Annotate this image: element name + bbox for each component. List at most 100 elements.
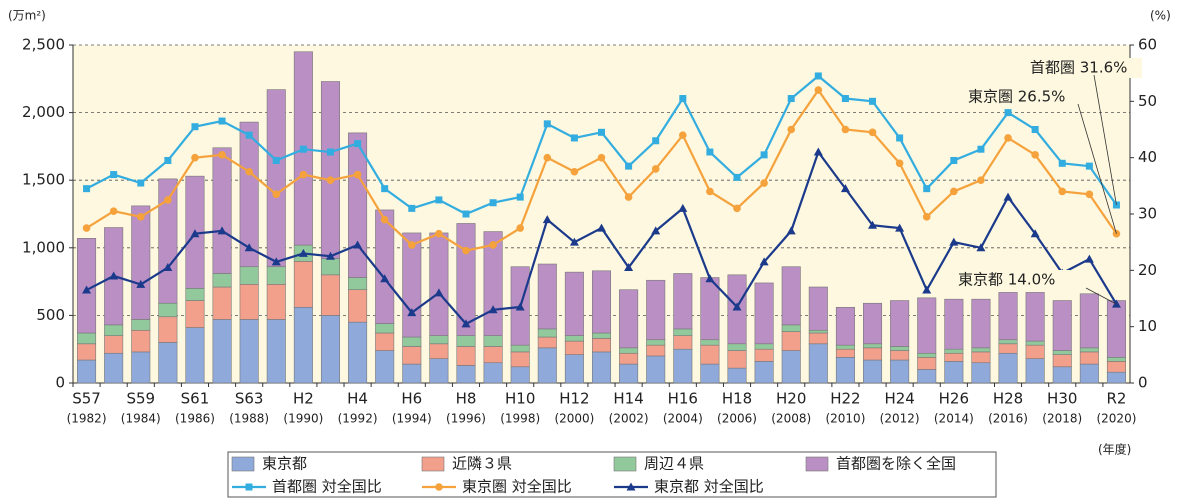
marker [1003,192,1013,201]
x-tick-year: (2002) [609,412,649,426]
marker [841,95,849,103]
x-tick-label: H8 [456,390,477,408]
bar-segment [402,232,422,338]
x-tick-label: H30 [1047,390,1077,408]
legend-swatch [231,456,255,472]
marker [760,151,768,159]
marker [271,257,281,266]
bar-segment [483,362,503,384]
bar-segment [239,266,259,285]
bar-segment [185,288,205,301]
bar-segment [917,357,937,370]
x-tick-label: H26 [939,390,969,408]
bar-segment [158,342,178,384]
legend-swatch [421,456,445,472]
marker [651,165,660,173]
bar-segment [754,282,774,345]
bar-segment [158,302,178,318]
marker [760,179,768,187]
marker [83,185,91,193]
bar-segment [77,343,97,361]
marker [679,95,687,103]
annotation-bg [954,270,1070,290]
marker [624,193,633,201]
marker [137,179,145,187]
bar-segment [212,286,232,320]
marker [786,226,796,235]
annotation-bg [1026,58,1142,78]
bar-segment [781,324,801,332]
bar-segment [1079,363,1099,384]
bar-segment [808,286,828,331]
marker [516,224,524,232]
bar-segment [510,344,530,353]
marker [218,151,226,159]
x-tick-label: S59 [126,390,155,408]
bar-segment [944,361,964,384]
marker [136,279,146,288]
bar-segment [1106,300,1126,358]
annotation-bg [964,87,1080,107]
marker [245,167,253,176]
bar-segment [564,335,584,342]
marker [109,271,119,280]
x-tick-label: H12 [559,390,589,408]
bar-segment [808,329,828,334]
legend-label: 近隣３県 [452,455,512,473]
bar-segment [158,316,178,343]
bar-segment [131,205,151,320]
bar-segment [890,350,910,361]
marker [787,95,795,103]
bar-segment [212,273,232,288]
bar-segment [537,347,557,384]
marker [1031,126,1039,133]
marker [244,243,254,252]
bar-segment [537,336,557,349]
bar-segment [998,292,1018,341]
bar-segment [77,359,97,384]
marker [1030,229,1040,238]
y-tick-label: 1,000 [22,238,65,256]
marker [977,176,985,184]
bar-segment [863,359,883,384]
bar-segment [619,289,639,349]
bar-segment [510,366,530,384]
legend-box [227,451,997,498]
bar-segment [456,223,476,336]
y2-tick-label: 40 [1138,148,1157,166]
bar-segment [917,369,937,384]
bar-segment [727,367,747,384]
bar-segment [1079,347,1099,353]
bar-segment [835,348,855,358]
bar-segment [998,352,1018,384]
x-tick-label: H2 [293,390,314,408]
leader-line [1093,74,1117,206]
bar-segment [754,348,774,362]
bar-segment [591,270,612,334]
bar-segment [917,352,937,358]
bar-segment [456,365,476,384]
bar-segment [266,284,286,320]
marker [759,257,769,266]
x-tick-year: (1984) [121,412,161,426]
bar-segment [1025,292,1045,342]
x-tick-label: H16 [668,390,698,408]
bar-segment [104,352,124,384]
bar-segment [348,289,368,323]
leader-line [1085,287,1117,305]
annotation: 東京都 14.0% [958,271,1055,289]
bar-segment [673,335,693,350]
bar-segment [320,81,340,259]
x-tick-label: H24 [884,390,914,408]
bar-segment [646,344,666,357]
annotation: 首都圏 31.6% [1030,59,1127,77]
x-tick-label: S63 [235,390,264,408]
marker [110,171,118,179]
bar-segment [212,319,232,384]
marker [462,210,470,218]
bar-segment [429,358,449,384]
x-tick-year: (1994) [392,412,432,426]
marker [191,123,199,131]
marker [82,224,91,232]
marker [895,159,904,168]
